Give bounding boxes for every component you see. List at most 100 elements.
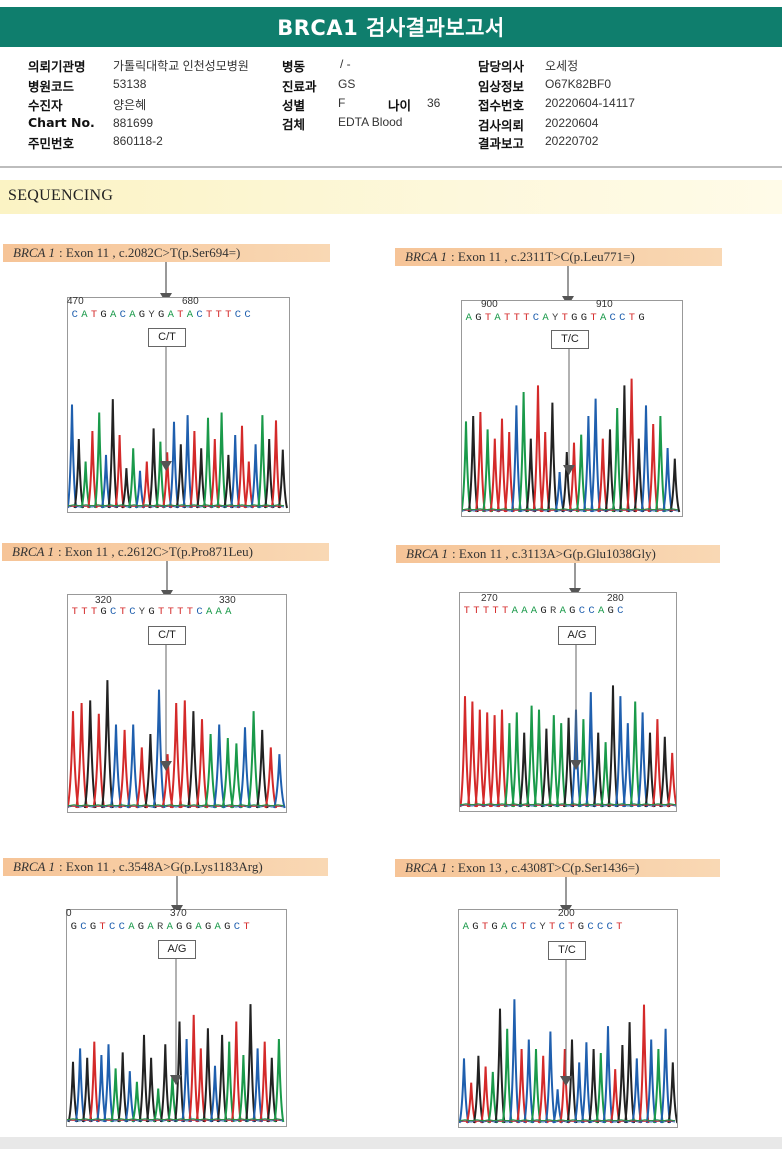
variant-text: : Exon 11 , c.2311T>C(p.Leu771=) bbox=[451, 249, 635, 264]
trace-peak bbox=[187, 711, 200, 809]
base-letter: T bbox=[225, 309, 232, 321]
trace-peak bbox=[590, 398, 602, 513]
trace-baseline bbox=[68, 504, 285, 507]
base-letter: A bbox=[214, 921, 221, 933]
trace-peak bbox=[259, 1041, 271, 1123]
base-letter: G bbox=[638, 312, 645, 324]
trace-peak bbox=[554, 471, 566, 513]
trace-peak bbox=[67, 1061, 79, 1123]
base-letter: T bbox=[492, 605, 499, 617]
trace-peak bbox=[114, 435, 125, 509]
trace-peak bbox=[566, 1039, 578, 1124]
label-resident-no: 주민번호 bbox=[28, 136, 75, 151]
base-letter: C bbox=[609, 312, 616, 324]
base-letter: T bbox=[90, 309, 98, 321]
base-letter: C bbox=[110, 606, 117, 618]
trace-peak bbox=[537, 1055, 549, 1124]
divider bbox=[0, 166, 782, 168]
trace-peak bbox=[118, 729, 131, 809]
genotype-call: A/G bbox=[558, 626, 596, 645]
trace-peak bbox=[573, 1062, 585, 1124]
value-specimen: EDTA Blood bbox=[338, 115, 403, 129]
base-letter: A bbox=[599, 312, 607, 324]
trace-peak bbox=[644, 732, 656, 808]
trace-peak bbox=[496, 418, 508, 513]
trace-peak bbox=[622, 723, 634, 808]
trace-peak bbox=[585, 692, 597, 808]
trace-plot bbox=[68, 680, 286, 809]
base-letter: T bbox=[90, 606, 98, 618]
trace-peak bbox=[533, 709, 545, 808]
trace-peak bbox=[611, 408, 623, 513]
trace-peak bbox=[88, 1041, 100, 1123]
label-receipt-no: 접수번호 bbox=[478, 98, 525, 113]
trace-baseline bbox=[68, 505, 285, 508]
base-letter: A bbox=[542, 312, 549, 324]
chromatogram-1 bbox=[67, 297, 290, 513]
gene-name: BRCA 1 bbox=[406, 546, 449, 561]
trace-peak bbox=[618, 385, 630, 513]
trace-peak bbox=[223, 1041, 235, 1123]
base-letter: C bbox=[587, 921, 594, 933]
trace-peak bbox=[595, 1053, 607, 1124]
trace-peak bbox=[666, 752, 676, 808]
base-letter: T bbox=[71, 606, 78, 618]
base-letter: A bbox=[521, 605, 528, 617]
trace-peak bbox=[462, 421, 472, 513]
base-letter: Y bbox=[539, 921, 546, 933]
base-letter: T bbox=[167, 606, 174, 618]
base-letter: A bbox=[494, 312, 501, 324]
genotype-call: C/T bbox=[148, 626, 186, 645]
base-letter: G bbox=[472, 921, 479, 933]
trace-peak bbox=[460, 696, 471, 808]
trace-peak bbox=[148, 428, 159, 509]
trace-peak bbox=[236, 425, 248, 509]
base-letter: T bbox=[481, 921, 489, 933]
position-label: 910 bbox=[596, 299, 613, 310]
base-letter: G bbox=[138, 309, 146, 321]
trace-peak bbox=[159, 1044, 171, 1123]
trace-peak bbox=[145, 1057, 157, 1123]
base-letter: Y bbox=[138, 606, 146, 618]
base-letter: C bbox=[578, 605, 586, 617]
report-title: BRCA1 검사결과보고서 bbox=[0, 7, 782, 47]
variant-label-3: BRCA 1: Exon 11 , c.2612C>T(p.Pro871Leu) bbox=[2, 543, 329, 561]
position-label: 270 bbox=[481, 593, 498, 604]
base-letter: A bbox=[81, 309, 88, 321]
base-letter: A bbox=[205, 606, 213, 618]
base-letter: T bbox=[81, 606, 88, 618]
trace-peak bbox=[516, 1048, 528, 1124]
trace-baseline bbox=[462, 508, 679, 511]
trace-peak bbox=[257, 415, 268, 509]
peak-pointer-icon bbox=[563, 349, 575, 475]
base-letter: T bbox=[177, 606, 184, 618]
value-ward: / - bbox=[340, 57, 351, 71]
base-letter: C bbox=[109, 921, 116, 933]
trace-peak bbox=[68, 404, 78, 509]
trace-peak bbox=[651, 719, 663, 808]
base-letter: G bbox=[577, 921, 585, 933]
trace-peak bbox=[496, 709, 508, 808]
position-label: 200 bbox=[558, 908, 575, 919]
trace-peak bbox=[510, 405, 522, 513]
base-letter: A bbox=[215, 606, 222, 618]
trace-peak bbox=[563, 717, 575, 808]
base-letter: C bbox=[606, 921, 613, 933]
trace-peak bbox=[126, 724, 140, 809]
trace-peak bbox=[518, 732, 530, 808]
base-letter: T bbox=[177, 309, 184, 321]
base-letter: G bbox=[148, 606, 155, 618]
footer-bar bbox=[0, 1137, 782, 1149]
base-letter: A bbox=[465, 312, 472, 324]
trace-peak bbox=[459, 1058, 470, 1124]
trace-peak bbox=[555, 723, 567, 808]
trace-peak bbox=[188, 1014, 200, 1123]
value-resident-no: 860118-2 bbox=[113, 134, 163, 148]
trace-peak bbox=[68, 711, 80, 809]
label-specimen: 검체 bbox=[282, 117, 306, 132]
section-title: SEQUENCING bbox=[8, 187, 114, 204]
trace-peak bbox=[544, 1031, 556, 1124]
trace-peak bbox=[546, 402, 558, 513]
